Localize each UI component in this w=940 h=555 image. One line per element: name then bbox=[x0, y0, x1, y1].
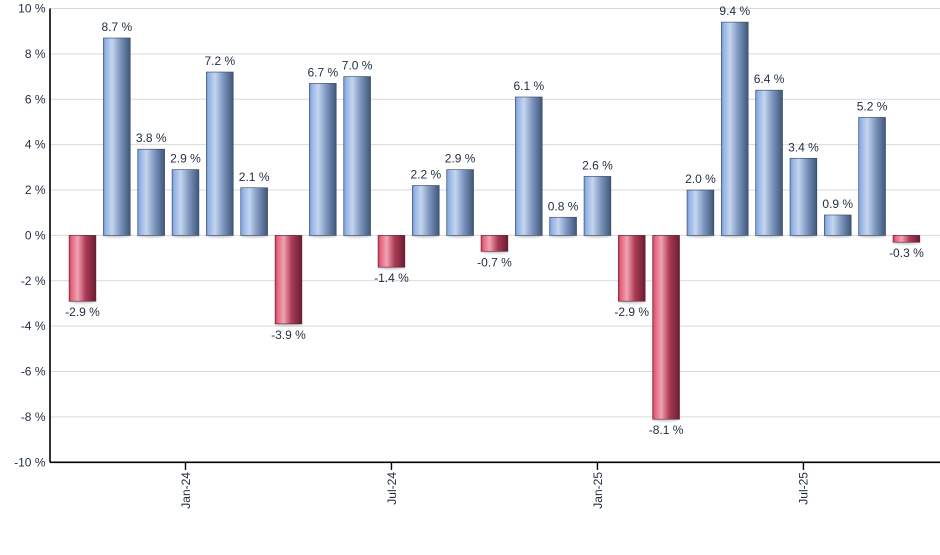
svg-text:5.2 %: 5.2 % bbox=[857, 99, 888, 113]
svg-text:3.8 %: 3.8 % bbox=[136, 131, 167, 145]
svg-text:7.2 %: 7.2 % bbox=[204, 54, 235, 68]
svg-text:-2.9 %: -2.9 % bbox=[614, 305, 649, 319]
svg-text:2.2 %: 2.2 % bbox=[410, 167, 441, 181]
svg-text:-0.7 %: -0.7 % bbox=[477, 255, 512, 269]
svg-text:6.1 %: 6.1 % bbox=[513, 79, 544, 93]
svg-text:Jul-24: Jul-24 bbox=[385, 472, 399, 505]
svg-text:6.4 %: 6.4 % bbox=[754, 72, 785, 86]
svg-text:-8.1 %: -8.1 % bbox=[649, 423, 684, 437]
svg-text:-3.9 %: -3.9 % bbox=[271, 328, 306, 342]
svg-text:Jan-25: Jan-25 bbox=[591, 472, 605, 509]
svg-text:2.9 %: 2.9 % bbox=[445, 152, 476, 166]
svg-text:-8 %: -8 % bbox=[21, 410, 46, 424]
svg-text:-10 %: -10 % bbox=[14, 455, 46, 469]
svg-text:0.9 %: 0.9 % bbox=[822, 197, 853, 211]
svg-text:3.4 %: 3.4 % bbox=[788, 140, 819, 154]
svg-text:-2.9 %: -2.9 % bbox=[65, 305, 100, 319]
svg-text:-0.3 %: -0.3 % bbox=[889, 246, 924, 260]
svg-text:2.9 %: 2.9 % bbox=[170, 152, 201, 166]
svg-text:6.7 %: 6.7 % bbox=[307, 65, 338, 79]
svg-text:0 %: 0 % bbox=[25, 228, 46, 242]
svg-text:10 %: 10 % bbox=[18, 2, 46, 16]
svg-text:-6 %: -6 % bbox=[21, 365, 46, 379]
svg-text:4 %: 4 % bbox=[25, 138, 46, 152]
svg-text:-4 %: -4 % bbox=[21, 319, 46, 333]
svg-text:2 %: 2 % bbox=[25, 183, 46, 197]
svg-text:8.7 %: 8.7 % bbox=[101, 20, 132, 34]
svg-text:7.0 %: 7.0 % bbox=[342, 59, 373, 73]
svg-text:2.0 %: 2.0 % bbox=[685, 172, 716, 186]
svg-text:Jan-24: Jan-24 bbox=[179, 472, 193, 509]
svg-text:0.8 %: 0.8 % bbox=[548, 199, 579, 213]
svg-text:2.1 %: 2.1 % bbox=[239, 170, 270, 184]
svg-text:9.4 %: 9.4 % bbox=[719, 4, 750, 18]
svg-text:2.6 %: 2.6 % bbox=[582, 158, 613, 172]
svg-text:Jul-25: Jul-25 bbox=[797, 472, 811, 505]
svg-text:6 %: 6 % bbox=[25, 92, 46, 106]
svg-text:-2 %: -2 % bbox=[21, 274, 46, 288]
svg-text:8 %: 8 % bbox=[25, 47, 46, 61]
svg-text:-1.4 %: -1.4 % bbox=[374, 271, 409, 285]
